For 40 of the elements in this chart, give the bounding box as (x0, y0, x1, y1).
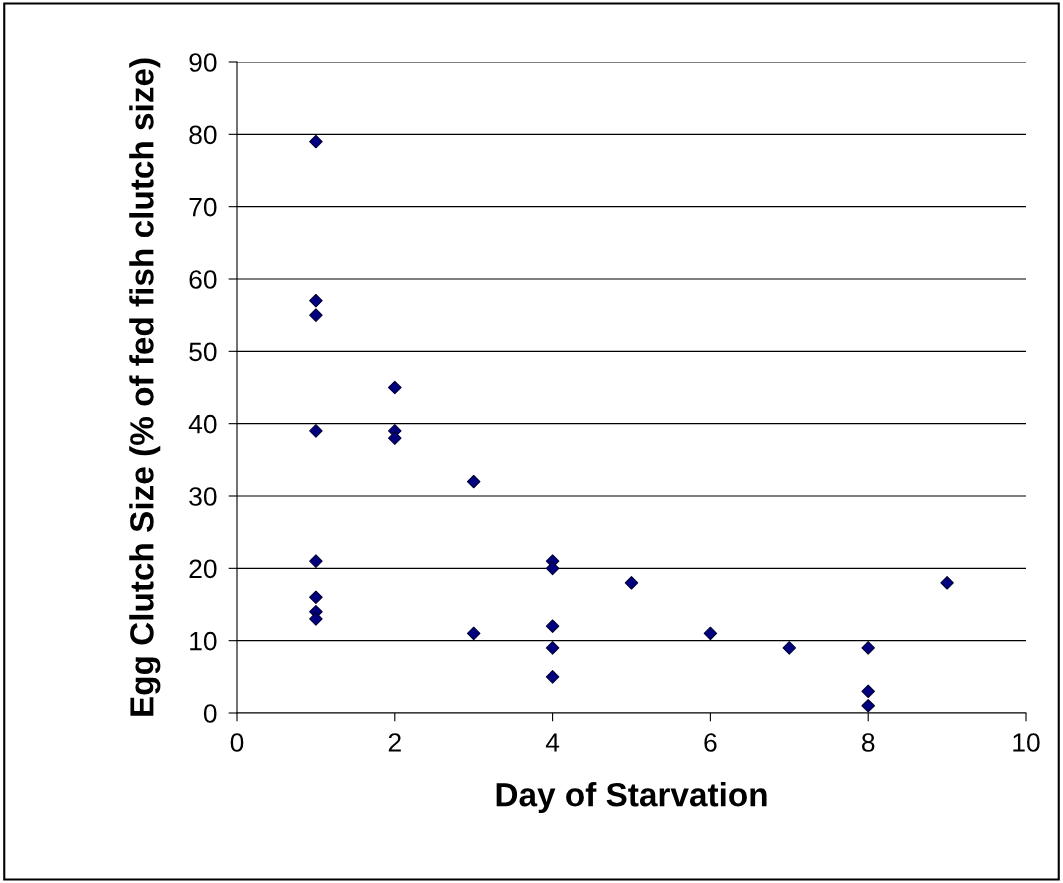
point (309, 612, 323, 626)
x-tick-label: 10 (1013, 733, 1040, 752)
point (861, 699, 875, 713)
x-tick-label: 6 (704, 733, 717, 752)
point (309, 134, 323, 149)
point (466, 474, 481, 489)
point (703, 626, 718, 641)
point (624, 576, 639, 590)
point (388, 380, 402, 395)
point (782, 641, 797, 655)
x-axis-title: Day of Starvation (496, 782, 767, 814)
y-tick-label: 30 (189, 487, 217, 506)
y-tick-label: 90 (189, 53, 217, 72)
y-tick-label: 70 (189, 197, 217, 217)
y-axis-title: Egg Clutch Size (% of fed fish clutch size) (129, 58, 161, 716)
point (940, 576, 954, 590)
y-tick-label: 10 (190, 631, 217, 651)
point (309, 424, 323, 438)
y-tick-label: 60 (189, 270, 217, 289)
point (545, 670, 560, 684)
point (309, 293, 323, 308)
point (545, 641, 560, 655)
x-tick-label: 2 (388, 733, 401, 752)
point (309, 590, 323, 605)
point (545, 619, 560, 633)
point (466, 626, 481, 641)
y-tick-label: 80 (189, 125, 217, 145)
y-tick-label: 40 (188, 414, 217, 434)
point (861, 684, 875, 699)
x-tick-label: 8 (862, 733, 875, 752)
point (309, 554, 323, 568)
y-tick-label: 50 (189, 342, 217, 362)
point (861, 641, 875, 655)
point (545, 561, 560, 576)
x-tick-label: 0 (230, 733, 244, 752)
point (388, 431, 402, 445)
y-tick-label: 20 (189, 559, 217, 579)
x-tick-label: 4 (545, 733, 560, 752)
y-tick-label: 0 (203, 704, 217, 723)
point (309, 308, 323, 322)
